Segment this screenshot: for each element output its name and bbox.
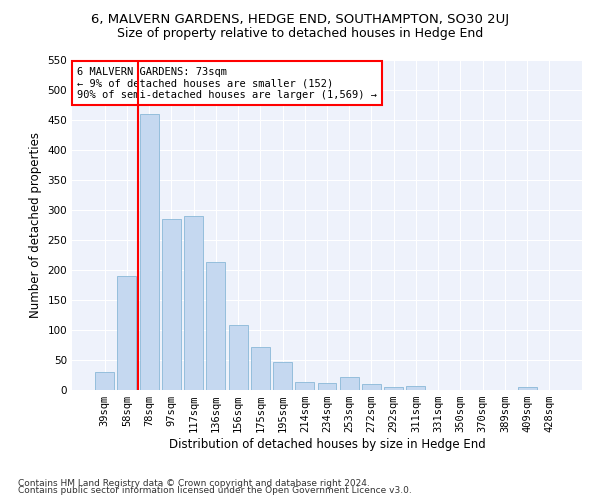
Bar [384, 387, 403, 390]
Bar [140, 114, 158, 390]
Bar [518, 387, 536, 390]
Bar [317, 383, 337, 390]
Text: Size of property relative to detached houses in Hedge End: Size of property relative to detached ho… [117, 28, 483, 40]
Y-axis label: Number of detached properties: Number of detached properties [29, 132, 42, 318]
Bar [206, 262, 225, 390]
Bar [340, 378, 359, 390]
Bar [251, 347, 270, 390]
Bar [229, 325, 248, 390]
Text: 6, MALVERN GARDENS, HEDGE END, SOUTHAMPTON, SO30 2UJ: 6, MALVERN GARDENS, HEDGE END, SOUTHAMPT… [91, 12, 509, 26]
Bar [295, 382, 314, 390]
Bar [362, 384, 381, 390]
Bar [118, 276, 136, 390]
Bar [95, 372, 114, 390]
Bar [162, 219, 181, 390]
Bar [273, 362, 292, 390]
Bar [406, 386, 425, 390]
Bar [184, 216, 203, 390]
Text: 6 MALVERN GARDENS: 73sqm
← 9% of detached houses are smaller (152)
90% of semi-d: 6 MALVERN GARDENS: 73sqm ← 9% of detache… [77, 66, 377, 100]
Text: Contains public sector information licensed under the Open Government Licence v3: Contains public sector information licen… [18, 486, 412, 495]
Text: Contains HM Land Registry data © Crown copyright and database right 2024.: Contains HM Land Registry data © Crown c… [18, 478, 370, 488]
X-axis label: Distribution of detached houses by size in Hedge End: Distribution of detached houses by size … [169, 438, 485, 451]
